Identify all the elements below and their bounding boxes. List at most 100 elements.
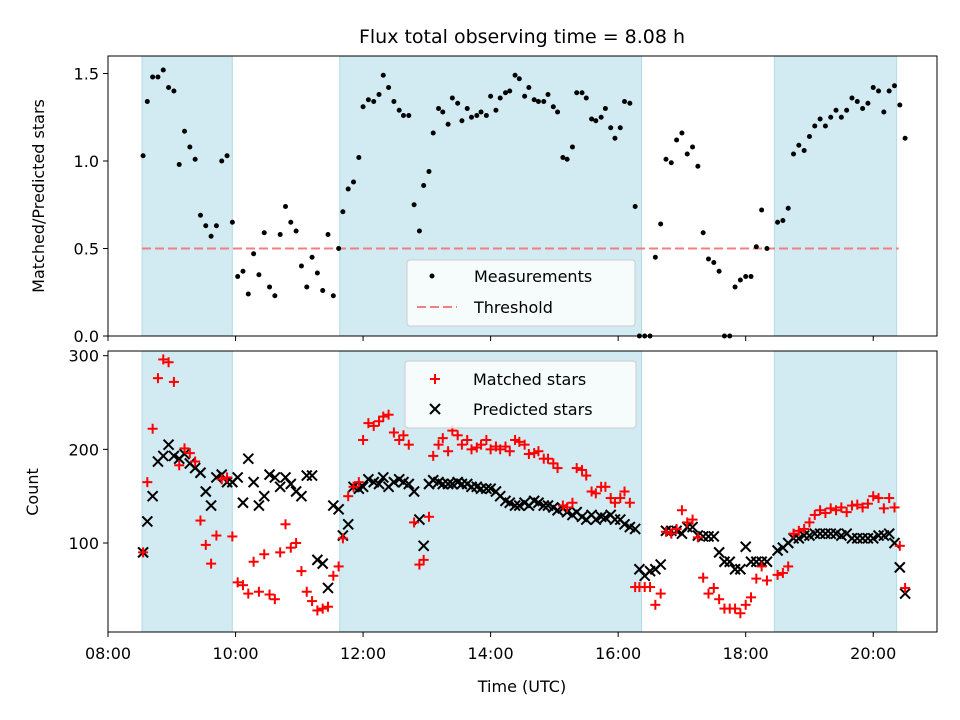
count-axes-frame xyxy=(107,350,938,633)
predicted-star-point xyxy=(899,587,911,600)
predicted-star-point xyxy=(504,497,516,509)
matched-star-point xyxy=(485,444,496,455)
measurement-point xyxy=(144,99,150,104)
measurement-point xyxy=(140,153,146,159)
observing-window-1 xyxy=(141,55,233,337)
measurement-point xyxy=(690,144,696,150)
matched-star-point xyxy=(841,507,852,518)
measurement-point xyxy=(298,263,304,269)
measurement-point xyxy=(632,204,638,209)
measurement-point xyxy=(351,179,357,185)
measurement-point xyxy=(891,83,897,89)
measurement-point xyxy=(668,160,674,166)
ratio-legend-box xyxy=(406,259,636,327)
measurement-point xyxy=(627,100,633,106)
predicted-star-point xyxy=(178,448,191,460)
measurement-point xyxy=(838,114,844,120)
observing-window-1 xyxy=(141,350,233,633)
measurement-point xyxy=(574,90,580,96)
matched-star-point xyxy=(363,418,374,429)
matched-star-point xyxy=(466,444,477,455)
matched-star-point xyxy=(809,509,820,520)
matched-star-point xyxy=(275,547,286,558)
measurement-point xyxy=(695,163,701,169)
measurement-point xyxy=(775,219,781,225)
measurement-point xyxy=(801,148,807,153)
measurement-point xyxy=(881,109,887,115)
measurement-point xyxy=(261,230,267,236)
matched-star-point xyxy=(206,558,217,569)
predicted-star-point xyxy=(322,582,334,594)
measurement-point xyxy=(764,246,770,251)
measurement-point xyxy=(545,92,551,97)
matched-star-point xyxy=(211,530,222,541)
measurement-point xyxy=(459,118,465,124)
matched-star-point xyxy=(253,586,264,597)
measurement-point xyxy=(267,284,273,290)
predicted-star-point xyxy=(590,513,602,526)
matched-star-point xyxy=(609,497,620,508)
predicted-star-point xyxy=(373,478,385,490)
measurement-point xyxy=(806,134,812,139)
measurement-point xyxy=(150,74,156,80)
measurement-point xyxy=(380,72,386,78)
matched-star-point xyxy=(307,596,318,607)
matched-star-point xyxy=(581,470,592,481)
matched-star-point xyxy=(398,430,409,441)
matched-star-point xyxy=(142,477,153,488)
legend-predicted-marker xyxy=(429,403,441,415)
measurement-point xyxy=(288,219,294,225)
measurement-point xyxy=(440,109,446,115)
predicted-star-point xyxy=(595,511,607,523)
predicted-star-point xyxy=(311,554,324,566)
measurement-point xyxy=(478,109,484,115)
matched-star-point xyxy=(703,588,714,599)
measurement-point xyxy=(759,207,765,213)
measurement-point xyxy=(436,106,442,111)
matched-star-point xyxy=(619,486,630,497)
predicted-star-point xyxy=(377,471,389,484)
measurement-point xyxy=(245,291,251,297)
predicted-star-point xyxy=(269,471,281,484)
measurement-point xyxy=(282,204,288,209)
measurement-point xyxy=(716,268,722,274)
measurement-point xyxy=(468,114,474,120)
measurement-point xyxy=(897,102,903,108)
predicted-star-point xyxy=(867,532,879,545)
y-tick-label: 0.5 xyxy=(74,240,99,259)
matched-star-point xyxy=(735,608,746,619)
matched-star-point xyxy=(567,497,578,508)
predicted-star-point xyxy=(274,481,286,493)
y-tick-label: 200 xyxy=(68,440,99,459)
measurement-point xyxy=(791,151,797,157)
matched-star-point xyxy=(862,498,873,509)
x-tick-label: 10:00 xyxy=(212,644,258,663)
predicted-star-point xyxy=(442,478,454,490)
predicted-star-point xyxy=(327,499,340,512)
measurement-point xyxy=(522,93,528,99)
matched-star-point xyxy=(353,477,364,488)
measurement-point xyxy=(455,100,461,106)
matched-star-point xyxy=(456,439,467,450)
measurement-point xyxy=(711,260,717,265)
predicted-star-point xyxy=(242,453,254,465)
matched-star-point xyxy=(237,580,248,591)
measurement-point xyxy=(203,223,209,229)
measurement-point xyxy=(219,158,225,164)
measurement-point xyxy=(854,99,860,104)
measurement-point xyxy=(464,106,470,111)
y-tick-label: 100 xyxy=(68,534,99,553)
measurement-point xyxy=(541,99,547,104)
matched-star-point xyxy=(495,444,506,455)
matched-star-point xyxy=(403,439,414,450)
measurement-point xyxy=(391,99,397,104)
measurement-point xyxy=(617,125,623,131)
count-panel: 100 200 300 08:00 10:00 12:00 14:00 16:00 18:00… xyxy=(23,347,938,696)
predicted-star-point xyxy=(883,527,895,540)
legend-matched-label: Matched stars xyxy=(473,370,586,389)
matched-star-point xyxy=(740,599,751,610)
matched-star-point xyxy=(746,592,757,603)
measurement-point xyxy=(336,246,342,251)
ratio-panel: 0.0 0.5 1.0 1.5 Flux total observing time =… xyxy=(29,26,938,346)
measurement-point xyxy=(583,95,589,101)
